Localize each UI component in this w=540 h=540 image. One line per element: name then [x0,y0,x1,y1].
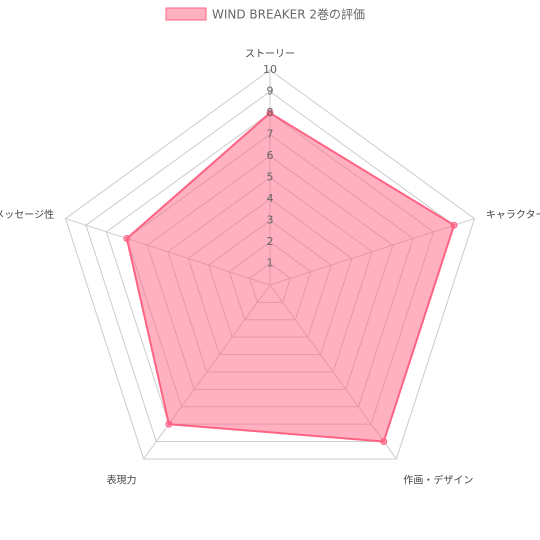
grid-ring [64,69,476,460]
radar-point [165,420,173,428]
radar-area [125,111,456,443]
category-label: ストーリー [245,49,295,60]
r-tick-label: 5 [267,171,274,184]
r-tick-label: 1 [267,257,274,270]
legend-swatch [165,7,207,21]
r-tick-label: 4 [267,192,274,205]
r-tick-label: 3 [267,214,274,227]
category-label: 作画・デザイン [403,474,473,487]
category-label: メッセージ性 [0,208,54,221]
legend-label: WIND BREAKER 2巻の評価 [212,7,365,22]
category-label: 表現力 [107,474,137,487]
r-tick-label: 6 [267,149,274,162]
radar-point [123,234,131,242]
r-tick-label: 9 [267,85,274,98]
category-label: キャラクター [486,209,540,221]
grid-ring [85,90,455,443]
radar-point [380,438,388,446]
r-tick-label: 10 [263,63,277,76]
r-tick-label: 2 [267,235,274,248]
radar-point [266,109,274,117]
r-tick-label: 7 [267,128,274,141]
radar-point [450,221,458,229]
r-tick-label: 8 [267,106,274,119]
